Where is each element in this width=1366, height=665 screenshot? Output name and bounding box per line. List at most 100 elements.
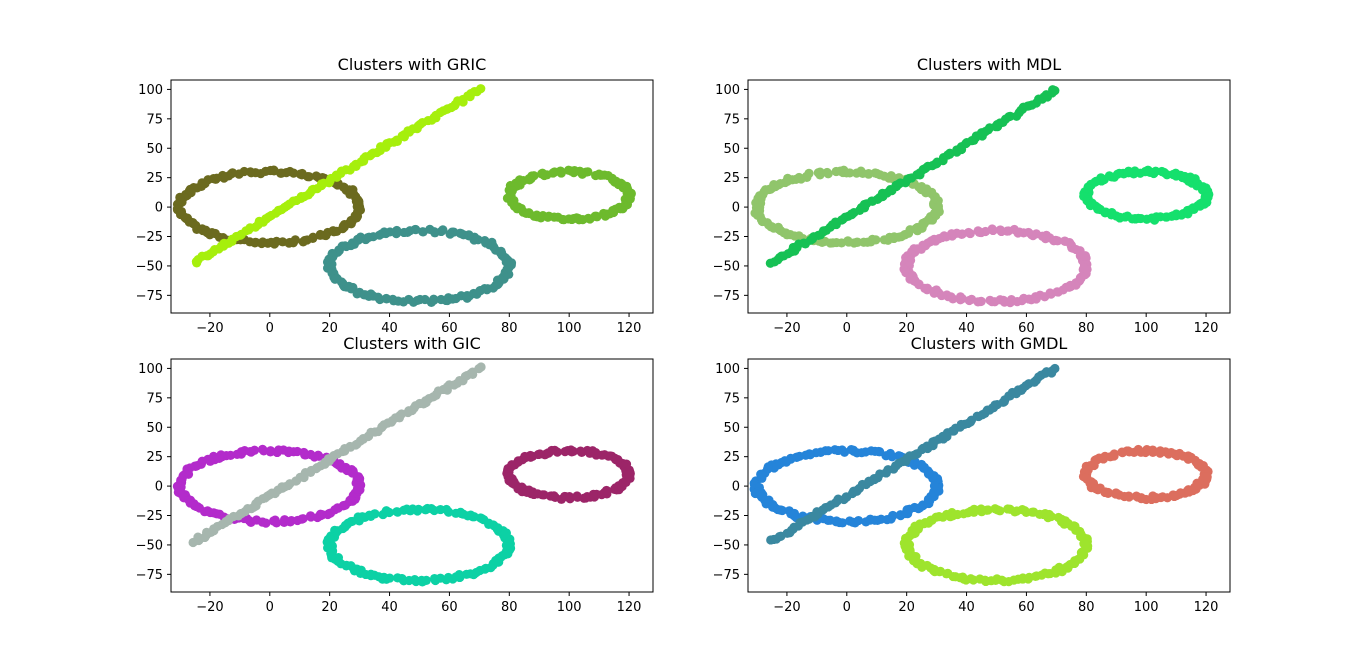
plot-area [748, 359, 1230, 592]
subplot-2: −20 0 20 40 60 80 100 120 −75 −50 −25 0 25 50 75 100 Clu… [713, 55, 1231, 336]
data-point [1124, 492, 1134, 502]
data-point [385, 573, 395, 583]
y-tick-label: 75 [146, 391, 163, 406]
data-point [418, 227, 428, 237]
data-point [625, 193, 635, 203]
data-point [354, 516, 364, 526]
data-point [1106, 172, 1117, 182]
data-point [990, 504, 1000, 514]
data-point [257, 444, 268, 454]
data-point [575, 446, 586, 456]
data-point [1054, 562, 1064, 573]
y-tick-label: 100 [138, 83, 163, 98]
x-tick-label: 40 [381, 600, 398, 615]
y-tick-label: −75 [136, 289, 163, 304]
x-tick-label: 100 [1134, 600, 1159, 615]
data-point [957, 294, 967, 304]
x-tick-label: 20 [898, 600, 915, 615]
data-point [290, 235, 300, 245]
x-tick-label: 100 [1134, 321, 1159, 336]
subplot-4: −20 0 20 40 60 80 100 120 −75 −50 −25 0 25 50 75 100 Clu… [713, 334, 1231, 615]
x-tick-label: 60 [1018, 600, 1035, 615]
axes-frame [170, 358, 654, 593]
y-tick-label: −50 [713, 538, 740, 553]
data-point [813, 168, 823, 178]
data-point [591, 170, 601, 181]
data-point [1005, 111, 1015, 121]
data-point [352, 289, 362, 299]
data-point [305, 511, 316, 521]
data-point [886, 171, 896, 181]
points [750, 85, 1214, 308]
data-point [451, 508, 461, 518]
data-point [933, 203, 943, 214]
x-tick-label: 20 [321, 321, 338, 336]
x-tick-label: 120 [1194, 321, 1219, 336]
x-tick-label: 120 [617, 321, 642, 336]
data-point [929, 481, 940, 491]
data-point [1060, 236, 1070, 246]
data-point [837, 518, 848, 528]
x-tick-label: 0 [843, 321, 851, 336]
data-point [871, 235, 881, 245]
data-point [1155, 446, 1165, 456]
y-tick-label: 100 [715, 83, 740, 98]
data-point [1203, 192, 1213, 202]
plot-area [171, 359, 653, 592]
data-point [501, 540, 511, 550]
data-point [438, 225, 448, 235]
y-tick-label: −50 [136, 259, 163, 274]
y-tick-label: −75 [136, 568, 163, 583]
subplot-title: Clusters with GMDL [911, 334, 1068, 353]
data-point [354, 205, 364, 215]
subplot-title: Clusters with MDL [917, 55, 1061, 74]
data-point [1117, 447, 1127, 457]
x-tick-label: 80 [1078, 321, 1095, 336]
x-tick-label: 80 [501, 600, 518, 615]
axes-frame [747, 358, 1231, 593]
data-point [265, 446, 276, 456]
data-point [480, 235, 490, 246]
y-tick-label: 50 [146, 142, 163, 157]
data-point [1003, 504, 1013, 514]
x-tick-label: 100 [557, 321, 582, 336]
y-tick-label: 75 [723, 112, 740, 127]
subplot-title: Clusters with GIC [343, 334, 481, 353]
data-point [429, 294, 439, 304]
data-point [476, 362, 486, 372]
data-point [297, 514, 307, 524]
data-point [1120, 212, 1130, 222]
subplot-title: Clusters with GRIC [338, 55, 487, 74]
subplot-1: −20 0 20 40 60 80 100 120 −75 −50 −25 0 25 50 75 100 Clu… [136, 55, 654, 336]
plot-area [748, 80, 1230, 313]
data-point [851, 168, 862, 178]
y-tick-label: 0 [155, 201, 163, 216]
y-tick-label: 25 [723, 171, 740, 186]
data-point [977, 507, 987, 517]
data-point [565, 494, 575, 504]
data-point [505, 261, 515, 271]
x-tick-label: 60 [441, 600, 458, 615]
axes-frame [170, 79, 654, 314]
data-point [219, 173, 229, 183]
data-point [537, 490, 547, 500]
y-tick-label: −25 [713, 230, 740, 245]
y-tick-label: −75 [713, 289, 740, 304]
data-point [537, 169, 547, 179]
x-tick-label: 40 [958, 321, 975, 336]
data-point [308, 232, 318, 242]
data-point [988, 225, 998, 236]
data-point [311, 171, 321, 181]
data-point [1103, 487, 1113, 498]
y-tick-label: 25 [146, 171, 163, 186]
y-tick-label: −25 [136, 230, 163, 245]
y-tick-label: 0 [732, 480, 740, 495]
data-point [853, 515, 864, 526]
plot-area [171, 80, 653, 313]
data-point [421, 575, 431, 585]
data-point [193, 532, 203, 542]
data-point [261, 518, 271, 528]
y-tick-label: 75 [146, 112, 163, 127]
data-point [445, 229, 455, 239]
data-point [1080, 540, 1090, 550]
